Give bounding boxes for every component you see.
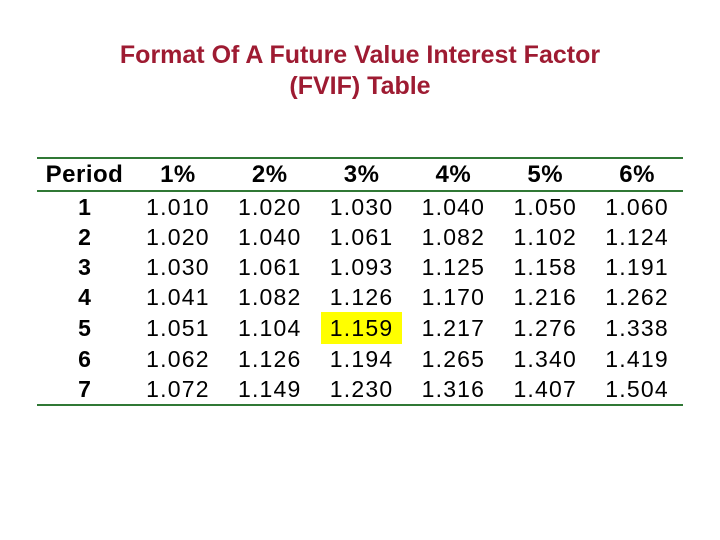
- fvif-value-cell: 1.030: [329, 193, 394, 220]
- column-header-period: Period: [37, 158, 132, 192]
- period-cell: 1: [78, 193, 91, 220]
- fvif-value-cell: 1.104: [237, 314, 302, 341]
- fvif-value-cell: 1.041: [146, 283, 210, 310]
- fvif-value-cell: 1.050: [513, 193, 577, 220]
- table-row-period-5: 5 1.051 1.104 1.159 1.217 1.276 1.338: [37, 312, 683, 344]
- fvif-value-cell: 1.191: [605, 253, 669, 280]
- fvif-value-cell: 1.020: [146, 223, 210, 250]
- highlight-box: 1.159: [320, 312, 403, 344]
- period-cell: 4: [78, 283, 91, 310]
- fvif-value-cell: 1.407: [513, 375, 577, 402]
- column-header-3pct: 3%: [315, 158, 408, 192]
- fvif-value-cell: 1.125: [421, 253, 486, 280]
- column-header-4pct: 4%: [407, 158, 500, 192]
- period-cell: 5: [78, 314, 91, 341]
- fvif-value-cell: 1.061: [329, 223, 394, 250]
- fvif-value-cell: 1.126: [329, 283, 394, 310]
- fvif-value-cell: 1.316: [421, 375, 486, 402]
- fvif-value-cell: 1.010: [146, 193, 210, 220]
- slide-title: Format Of A Future Value Interest Factor…: [0, 40, 720, 102]
- fvif-value-cell: 1.102: [513, 223, 577, 250]
- fvif-table: Period 1% 2% 3% 4% 5% 6% 1 1.010 1.020 1…: [37, 157, 683, 406]
- column-header-2pct: 2%: [223, 158, 316, 192]
- period-cell: 6: [78, 345, 91, 372]
- table-row-period-3: 3 1.030 1.061 1.093 1.125 1.158 1.191: [37, 252, 683, 282]
- period-cell: 3: [78, 253, 91, 280]
- fvif-value-cell: 1.158: [513, 253, 577, 280]
- fvif-value-cell: 1.230: [329, 375, 394, 402]
- fvif-value-cell: 1.262: [605, 283, 669, 310]
- fvif-value-cell: 1.338: [605, 314, 669, 341]
- fvif-value-cell: 1.062: [146, 345, 210, 372]
- column-header-6pct: 6%: [591, 158, 683, 192]
- fvif-value-cell: 1.040: [421, 193, 486, 220]
- fvif-value-cell: 1.082: [421, 223, 486, 250]
- fvif-value-cell: 1.149: [237, 375, 302, 402]
- fvif-value-cell: 1.093: [329, 253, 394, 280]
- table-row-period-6: 6 1.062 1.126 1.194 1.265 1.340 1.419: [37, 344, 683, 374]
- column-header-1pct: 1%: [132, 158, 224, 192]
- fvif-value-cell: 1.419: [605, 345, 669, 372]
- table-row-period-4: 4 1.041 1.082 1.126 1.170 1.216 1.262: [37, 282, 683, 312]
- table-row-period-2: 2 1.020 1.040 1.061 1.082 1.102 1.124: [37, 222, 683, 252]
- slide-title-line-2: (FVIF) Table: [289, 72, 431, 100]
- fvif-value-cell: 1.194: [329, 345, 394, 372]
- fvif-value-cell-highlighted: 1.159: [316, 312, 408, 344]
- table-row-period-1: 1 1.010 1.020 1.030 1.040 1.050 1.060: [37, 191, 683, 222]
- fvif-value-cell: 1.276: [513, 314, 577, 341]
- fvif-value-cell: 1.061: [237, 253, 302, 280]
- fvif-value-cell: 1.030: [146, 253, 210, 280]
- fvif-value-cell: 1.082: [237, 283, 302, 310]
- fvif-value-cell: 1.265: [421, 345, 486, 372]
- fvif-value-cell: 1.217: [421, 314, 486, 341]
- fvif-value-cell: 1.340: [513, 345, 577, 372]
- slide-title-line-1: Format Of A Future Value Interest Factor: [119, 41, 601, 69]
- fvif-value-cell: 1.040: [237, 223, 302, 250]
- fvif-value-cell: 1.020: [237, 193, 302, 220]
- fvif-value-cell: 1.060: [605, 193, 669, 220]
- column-header-5pct: 5%: [499, 158, 592, 192]
- fvif-value-cell: 1.216: [513, 283, 577, 310]
- fvif-value-cell: 1.051: [146, 314, 210, 341]
- fvif-value-cell: 1.170: [421, 283, 486, 310]
- fvif-value-cell: 1.126: [237, 345, 302, 372]
- fvif-value-cell: 1.124: [605, 223, 669, 250]
- fvif-value-cell: 1.504: [605, 375, 669, 402]
- period-cell: 7: [78, 375, 91, 402]
- fvif-value-cell: 1.072: [146, 375, 210, 402]
- period-cell: 2: [78, 223, 91, 250]
- table-row-period-7: 7 1.072 1.149 1.230 1.316 1.407 1.504: [37, 374, 683, 405]
- table-header-row: Period 1% 2% 3% 4% 5% 6%: [37, 158, 683, 192]
